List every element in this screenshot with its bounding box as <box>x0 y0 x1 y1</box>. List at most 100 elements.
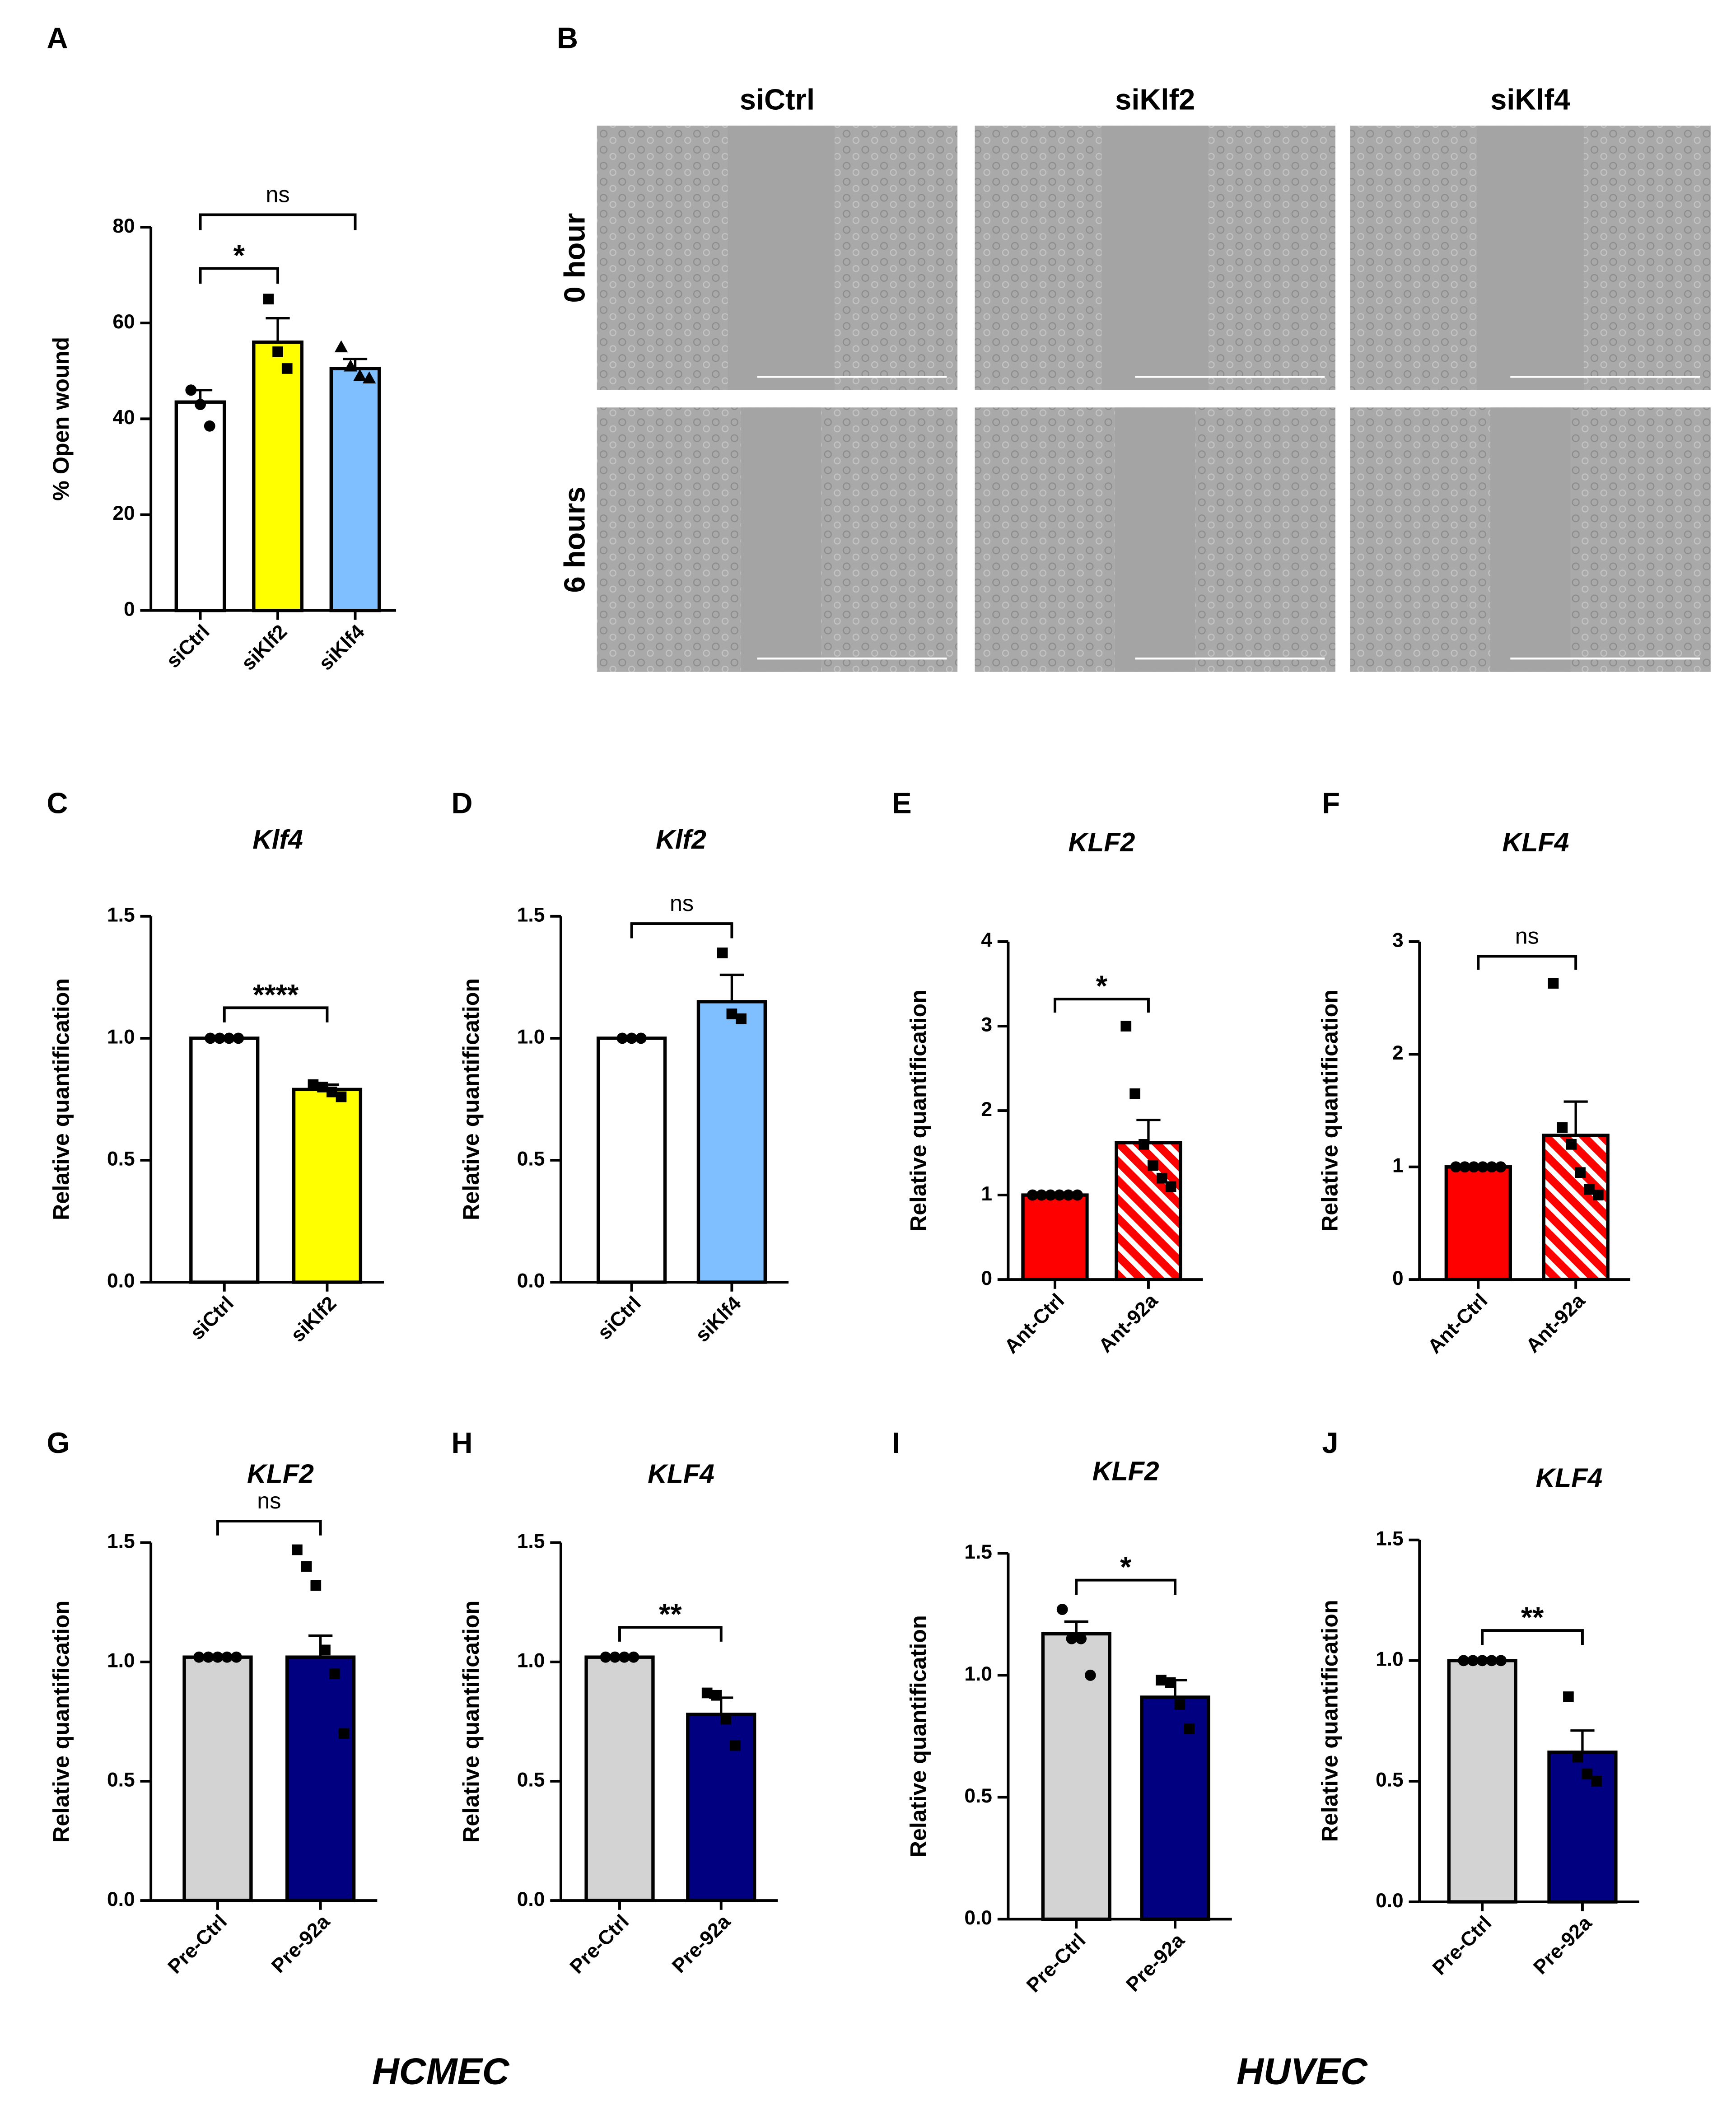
significance-label: ns <box>670 891 694 916</box>
data-point <box>334 340 348 353</box>
bar <box>584 1655 655 1902</box>
y-tick-label: 3 <box>1392 929 1404 952</box>
data-point <box>726 1008 737 1019</box>
panel-label: G <box>47 1426 70 1459</box>
x-tick-label: Ant-Ctrl <box>1423 1289 1492 1358</box>
y-tick-label: 4 <box>981 929 992 952</box>
y-tick-label: 1 <box>1392 1154 1404 1177</box>
y-axis-label: Relative quantification <box>906 990 931 1232</box>
x-tick-label: siKlf4 <box>315 621 369 675</box>
y-tick-label: 0 <box>1392 1267 1404 1289</box>
data-point <box>729 1740 741 1751</box>
data-point <box>1458 1655 1470 1667</box>
y-axis-label: Relative quantification <box>48 1601 74 1843</box>
panel-label: E <box>892 787 911 820</box>
data-point <box>1450 1161 1462 1173</box>
bar <box>292 1088 363 1284</box>
data-point <box>1495 1655 1507 1667</box>
data-point <box>230 1651 242 1663</box>
chart-title: Klf4 <box>252 824 303 854</box>
data-point <box>717 948 728 958</box>
data-point <box>204 420 215 432</box>
data-point <box>233 1032 244 1044</box>
data-point <box>1486 1161 1498 1173</box>
data-point <box>1477 1161 1489 1173</box>
x-tick-label: Pre-Ctrl <box>1428 1912 1496 1980</box>
data-point <box>344 359 357 372</box>
data-point <box>193 1651 205 1663</box>
data-point <box>281 363 293 374</box>
data-point <box>353 369 367 381</box>
y-axis-label: Relative quantification <box>458 978 484 1220</box>
y-axis-label: Relative quantification <box>906 1615 931 1857</box>
data-point <box>1054 1189 1065 1201</box>
y-tick-label: 0 <box>124 598 135 620</box>
y-tick-label: 1.0 <box>1376 1648 1404 1671</box>
x-tick-label: siCtrl <box>593 1292 645 1344</box>
y-tick-label: 1.0 <box>517 1649 545 1671</box>
bar <box>252 340 303 612</box>
x-tick-label: siCtrl <box>186 1292 238 1344</box>
y-tick-label: 1.0 <box>964 1663 992 1685</box>
y-tick-label: 1.5 <box>107 1530 135 1552</box>
data-point <box>1129 1088 1140 1099</box>
panel-label: C <box>47 787 68 820</box>
panel-label: B <box>557 21 578 54</box>
column-header: siKlf2 <box>1115 83 1195 116</box>
data-point <box>1557 1122 1568 1133</box>
y-tick-label: 2 <box>1392 1042 1404 1064</box>
data-point <box>221 1651 233 1663</box>
y-tick-label: 1.5 <box>517 904 545 926</box>
data-point <box>223 1032 235 1044</box>
bar <box>1140 1695 1210 1921</box>
data-point <box>1467 1655 1479 1667</box>
data-point <box>1584 1184 1595 1195</box>
significance-bracket <box>618 1626 723 1642</box>
significance-label: ns <box>266 182 290 207</box>
row-header: 6 hours <box>558 487 591 593</box>
wound-gap <box>728 126 835 390</box>
column-header: siKlf4 <box>1490 83 1570 116</box>
chart-title: Klf2 <box>656 824 706 854</box>
wound-gap <box>1490 407 1571 672</box>
x-tick-label: siKlf2 <box>237 621 291 675</box>
y-tick-label: 1.0 <box>107 1026 135 1048</box>
significance-label: ** <box>1521 1601 1544 1634</box>
significance-bracket <box>1075 1578 1177 1595</box>
y-tick-label: 0.0 <box>1376 1890 1404 1912</box>
x-tick-label: Ant-92a <box>1522 1289 1590 1357</box>
data-point <box>1468 1161 1479 1173</box>
data-point <box>317 1082 328 1093</box>
y-tick-label: 0.5 <box>964 1785 992 1807</box>
significance-label: * <box>1096 970 1108 1003</box>
y-tick-label: 1.0 <box>107 1649 135 1671</box>
x-tick-label: siCtrl <box>162 621 214 672</box>
data-point <box>1593 1190 1604 1200</box>
significance-bracket <box>216 1520 322 1536</box>
data-point <box>1575 1167 1586 1178</box>
data-point <box>362 371 376 384</box>
y-tick-label: 0.5 <box>517 1148 545 1170</box>
x-tick-label: Pre-Ctrl <box>1022 1929 1090 1997</box>
bar <box>1447 1659 1517 1904</box>
data-point <box>292 1544 303 1555</box>
y-tick-label: 3 <box>981 1014 992 1036</box>
y-tick-label: 1.5 <box>964 1541 992 1563</box>
significance-label: * <box>233 239 245 272</box>
data-point <box>195 399 206 410</box>
x-tick-label: Pre-92a <box>267 1910 334 1977</box>
y-tick-label: 0.5 <box>107 1148 135 1170</box>
panel-label: I <box>892 1426 900 1459</box>
y-tick-label: 0.5 <box>107 1769 135 1791</box>
data-point <box>205 1032 216 1044</box>
significance-bracket <box>199 213 357 230</box>
data-point <box>308 1079 319 1090</box>
data-point <box>1156 1675 1167 1685</box>
data-point <box>616 1032 628 1044</box>
panel-label: A <box>47 21 68 54</box>
data-point <box>272 346 283 357</box>
bar <box>1041 1632 1111 1921</box>
bar <box>189 1036 260 1284</box>
y-axis-label: Relative quantification <box>48 978 74 1220</box>
x-tick-label: Pre-92a <box>1529 1912 1596 1979</box>
